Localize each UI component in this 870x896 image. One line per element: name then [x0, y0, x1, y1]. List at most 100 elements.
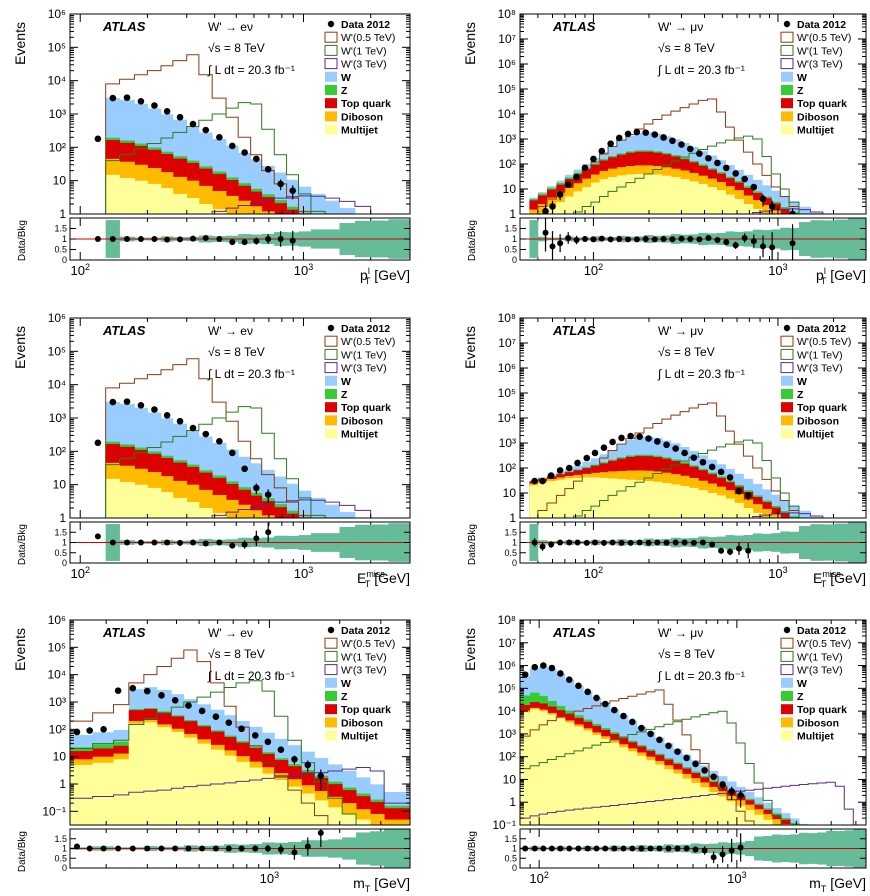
stack-bar-multijet [186, 502, 200, 518]
data-point [723, 164, 730, 172]
lumi-label: ∫ L dt = 20.3 fb⁻¹ [207, 63, 295, 77]
y-tick-label: 10⁶ [48, 7, 66, 21]
legend-marker-w [325, 677, 337, 688]
legend-marker-data [327, 20, 335, 28]
legend-marker-top [781, 402, 793, 413]
ratio-point [678, 235, 685, 242]
ratio-point [129, 845, 136, 852]
stack-bar-multijet [143, 722, 158, 825]
ratio-axis-label: Data/Bkg [17, 524, 28, 565]
stack-bar-multijet [128, 723, 145, 825]
stack-bar-multijet [636, 755, 647, 825]
y-tick-label: 10⁶ [48, 613, 66, 627]
x-tick-label: 102 [70, 262, 89, 278]
ratio-point [557, 240, 564, 247]
stack-bar-multijet [583, 730, 593, 825]
stack-bar-multijet [70, 764, 94, 825]
stack-bar-multijet [698, 490, 708, 518]
stack-bar-multijet [547, 714, 557, 825]
ratio-tick-label: 0 [62, 255, 67, 265]
ratio-point [629, 845, 636, 852]
stack-bar-w [798, 510, 811, 518]
stack-bar-w [780, 500, 790, 518]
ratio-point [542, 229, 549, 236]
stack-bar-diboson [771, 514, 781, 518]
ratio-point [565, 234, 572, 241]
stack-bar-multijet [707, 187, 717, 214]
data-point [647, 730, 654, 738]
stack-bar-multijet [618, 747, 629, 825]
legend-label-w1: W'(1 TeV) [797, 349, 843, 361]
ratio-tick-label: 1.5 [54, 834, 67, 844]
ratio-panel: 00.511.5 Data/Bkg [467, 828, 867, 873]
stack-bar-multijet [661, 483, 672, 518]
stack-bar-multijet [301, 793, 315, 825]
energy-label: √s = 8 TeV [658, 345, 715, 359]
stack-bar-multijet [670, 177, 681, 214]
stack-bar-multijet [670, 484, 681, 518]
ratio-tick-label: 1 [512, 538, 517, 548]
ratio-point [265, 529, 272, 536]
ratio-point [109, 236, 116, 242]
stack-bar-w [339, 208, 356, 214]
legend-marker-signal [780, 650, 794, 662]
ratio-point [638, 845, 645, 852]
signal-line [105, 358, 410, 518]
legend-label-top: Top quark [341, 98, 391, 110]
plot-area [94, 54, 410, 214]
legend-marker-w [781, 375, 793, 386]
legend-label-w05: W'(0.5 TeV) [341, 32, 395, 44]
data-point [229, 449, 236, 457]
ratio-point [229, 542, 236, 549]
data-point [198, 707, 206, 715]
ratio-axis-label: Data/Bkg [467, 220, 478, 261]
data-point [590, 155, 597, 163]
data-point [642, 129, 650, 136]
signal-line [520, 710, 866, 825]
y-tick-label: 10⁸ [498, 613, 516, 627]
x-tick-label: 103 [727, 870, 746, 886]
ratio-point [710, 854, 717, 861]
legend-label-top: Top quark [797, 704, 847, 716]
x-tick-label: 103 [294, 565, 313, 581]
y-tick-label: 10⁴ [497, 107, 516, 121]
stack-bar-multijet [314, 800, 329, 825]
energy-label: √s = 8 TeV [208, 41, 265, 55]
atlas-label: ATLAS [102, 323, 146, 338]
ratio-point [584, 845, 591, 852]
y-tick-label: 10⁶ [498, 659, 516, 673]
data-point [304, 761, 312, 769]
stack-bar-multijet [160, 188, 174, 214]
ratio-point [185, 845, 192, 852]
signal-line [529, 512, 866, 518]
legend-label-multijet: Multijet [341, 429, 378, 441]
stack-bar-multijet [727, 801, 737, 825]
legend-marker-multijet [781, 428, 793, 439]
ratio-point [714, 237, 721, 244]
x-tick-label: 103 [768, 565, 787, 581]
data-point [627, 432, 634, 440]
ratio-point [687, 236, 694, 242]
y-tick-label: 10⁷ [498, 636, 516, 650]
ratio-point [158, 845, 165, 852]
ratio-point [696, 236, 703, 243]
ratio-point [620, 845, 627, 852]
legend-marker-signal [780, 58, 794, 70]
y-tick-label: 10³ [499, 436, 516, 450]
legend-marker-multijet [781, 124, 793, 135]
data-point [542, 207, 549, 214]
stack-bar-multijet [564, 196, 574, 214]
ratio-point [741, 234, 748, 241]
y-axis-label: Events [462, 628, 478, 671]
ratio-tick-label: 0.5 [54, 245, 67, 255]
data-point [109, 398, 117, 406]
data-point [669, 137, 676, 145]
stack-bar-multijet [680, 179, 690, 214]
stack-bar-multijet [573, 191, 583, 214]
legend-label-data: Data 2012 [797, 323, 846, 335]
ratio-axis-label: Data/Bkg [467, 831, 478, 872]
ratio-point [590, 236, 597, 243]
y-tick-label: 10⁴ [497, 704, 516, 718]
ratio-point [732, 242, 739, 249]
ratio-point [654, 539, 661, 546]
